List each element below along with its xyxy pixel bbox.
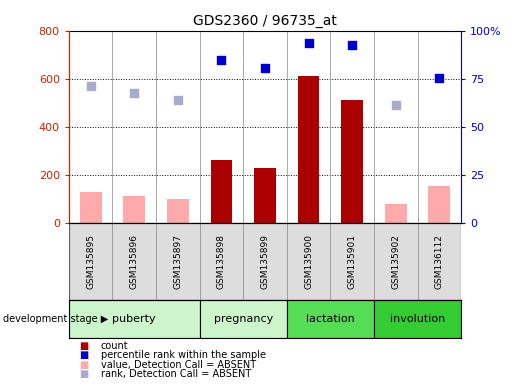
Text: GSM135896: GSM135896 [130, 233, 139, 289]
Point [130, 90, 138, 96]
Bar [80, 192, 102, 223]
Text: development stage ▶: development stage ▶ [3, 314, 108, 324]
Text: GSM135897: GSM135897 [173, 233, 182, 289]
Text: value, Detection Call = ABSENT: value, Detection Call = ABSENT [101, 360, 256, 370]
Point [217, 56, 226, 63]
Text: GSM136112: GSM136112 [435, 234, 444, 288]
Bar [287, 300, 374, 338]
Text: GSM135898: GSM135898 [217, 233, 226, 289]
Bar [210, 161, 232, 223]
Point [304, 40, 313, 46]
Point [392, 102, 400, 108]
Bar [69, 300, 200, 338]
Text: GSM135899: GSM135899 [261, 233, 269, 289]
Text: lactation: lactation [306, 314, 355, 324]
Text: GSM135902: GSM135902 [391, 234, 400, 288]
Text: ■: ■ [80, 360, 89, 370]
Bar [200, 300, 287, 338]
Text: GSM135901: GSM135901 [348, 233, 357, 289]
Text: GSM135895: GSM135895 [86, 233, 95, 289]
Bar [428, 185, 450, 223]
Point [174, 97, 182, 103]
Bar [385, 204, 407, 223]
Title: GDS2360 / 96735_at: GDS2360 / 96735_at [193, 14, 337, 28]
Text: rank, Detection Call = ABSENT: rank, Detection Call = ABSENT [101, 369, 251, 379]
Bar [123, 196, 145, 223]
Point [435, 74, 444, 81]
Bar [341, 100, 363, 223]
Text: puberty: puberty [112, 314, 156, 324]
Bar [254, 167, 276, 223]
Bar [298, 76, 320, 223]
Point [261, 65, 269, 71]
Bar [167, 199, 189, 223]
Text: percentile rank within the sample: percentile rank within the sample [101, 350, 266, 360]
Text: ■: ■ [80, 350, 89, 360]
Point [86, 83, 95, 89]
Text: ■: ■ [80, 369, 89, 379]
Bar [374, 300, 461, 338]
Text: involution: involution [390, 314, 445, 324]
Point [348, 42, 356, 48]
Text: ■: ■ [80, 341, 89, 351]
Text: pregnancy: pregnancy [214, 314, 273, 324]
Text: count: count [101, 341, 128, 351]
Text: GSM135900: GSM135900 [304, 233, 313, 289]
